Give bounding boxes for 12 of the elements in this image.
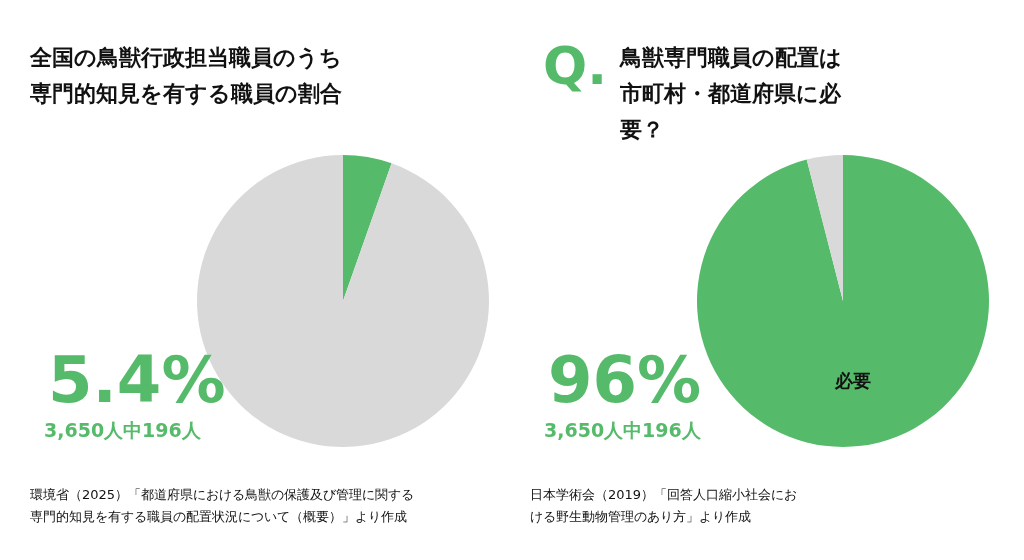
text: 環境省（2025）「都道府県における鳥獣の保護及び管理に関する専門的知見を有する職員の配置状況について（概要）」より作成 <box>30 486 416 526</box>
pie-slice <box>806 155 843 301</box>
pie-slice <box>343 155 392 301</box>
text: 5.4% <box>48 343 226 417</box>
text: 3,650人中196人 <box>44 418 201 443</box>
chart-title: 全国の鳥獣行政担当職員のうち専門的知見を有する職員の割合 <box>30 44 343 108</box>
text: 3,650人中196人 <box>544 418 701 443</box>
slice-label: 必要 <box>834 370 872 392</box>
text: Q. <box>543 36 607 96</box>
chart-title: 鳥獣専門職員の配置は市町村・都道府県に必要？ <box>620 44 843 144</box>
text: 日本学術会（2019）「回答人口縮小社会における野生動物管理のあり方」より作成 <box>530 486 799 526</box>
text: 96% <box>548 343 702 417</box>
